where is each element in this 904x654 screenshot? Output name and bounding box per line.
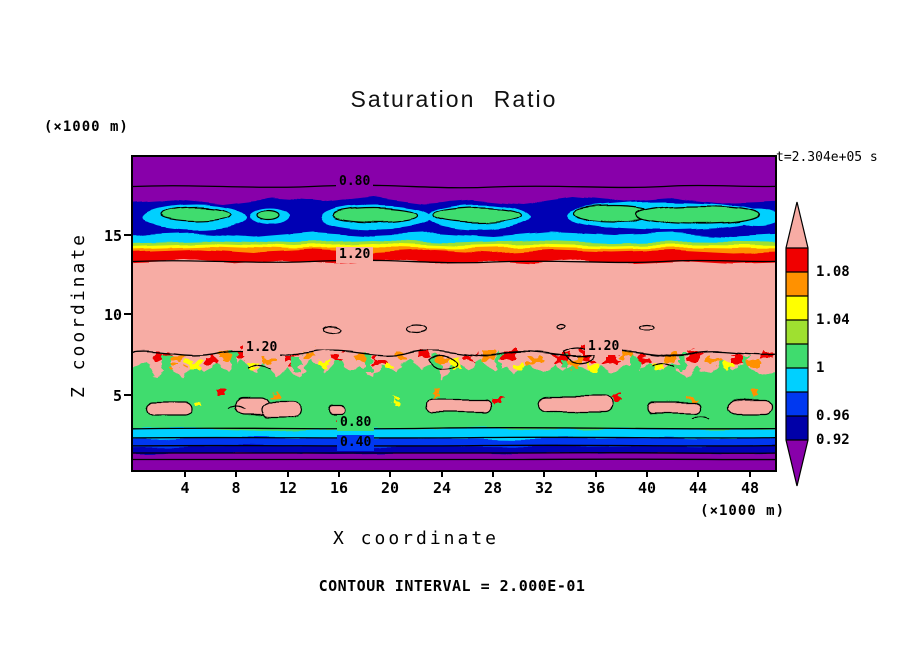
colorbar-outline — [785, 201, 809, 487]
x-tick-mark — [184, 470, 186, 477]
x-tick-label: 40 — [637, 479, 657, 497]
lower-stratified-bands — [113, 428, 795, 487]
y-axis-unit: (×1000 m) — [44, 119, 129, 135]
colorbar-tick-label: 1 — [816, 360, 825, 376]
x-axis-title: X coordinate — [332, 528, 500, 549]
x-tick-label: 36 — [586, 479, 606, 497]
colorbar-bottom-arrow — [786, 440, 808, 486]
x-tick-label: 28 — [483, 479, 503, 497]
y-tick-label: 10 — [103, 306, 122, 324]
plot-frame — [113, 155, 795, 487]
x-tick-label: 12 — [278, 479, 298, 497]
contour-1.20-upper — [122, 259, 786, 264]
colorbar-tick-label: 0.92 — [816, 432, 850, 448]
x-tick-mark — [646, 470, 648, 477]
colorbar — [785, 201, 809, 487]
contour-0.60-bottom — [122, 436, 786, 439]
timestamp-label: t=2.304e+05 s — [776, 150, 878, 165]
contour-label-120-mid: 1.20 — [336, 247, 374, 263]
contour-label-120-lower-left: 1.20 — [243, 340, 281, 356]
x-tick-mark — [338, 470, 340, 477]
colorbar-tick-label: 0.96 — [816, 408, 850, 424]
y-tick-mark — [124, 313, 133, 315]
x-tick-label: 32 — [534, 479, 554, 497]
speckle-overlay — [153, 347, 773, 420]
x-tick-mark — [441, 470, 443, 477]
y-tick-mark — [124, 394, 133, 396]
x-tick-mark — [492, 470, 494, 477]
x-tick-mark — [235, 470, 237, 477]
contour-0.80-top — [122, 184, 786, 189]
y-tick-label: 5 — [112, 387, 122, 405]
contour-label-080-bottom: 0.80 — [337, 415, 375, 431]
x-tick-mark — [287, 470, 289, 477]
x-tick-label: 16 — [329, 479, 349, 497]
cloud-patches — [143, 202, 780, 230]
colorbar-top-arrow — [786, 202, 808, 248]
contour-label-120-lower-right: 1.20 — [585, 339, 623, 355]
contour-interval-note: CONTOUR INTERVAL = 2.000E-01 — [318, 577, 586, 595]
supersaturated-blobs — [146, 395, 772, 418]
x-tick-label: 8 — [231, 479, 241, 497]
y-tick-mark — [124, 234, 133, 236]
x-tick-label: 44 — [688, 479, 708, 497]
y-tick-label: 15 — [103, 227, 122, 245]
contour-squiggles — [228, 322, 712, 420]
contour-lowest-bottom — [122, 458, 786, 461]
x-tick-label: 24 — [432, 479, 452, 497]
x-tick-label: 4 — [180, 479, 190, 497]
x-tick-mark — [749, 470, 751, 477]
contour-label-080-top: 0.80 — [336, 174, 374, 190]
contour-1.20-lower — [122, 349, 786, 358]
x-tick-mark — [697, 470, 699, 477]
contour-0.20-bottom — [122, 452, 786, 454]
contour-0.40-bottom — [122, 444, 786, 447]
x-tick-label: 48 — [740, 479, 760, 497]
colorbar-segments — [786, 202, 808, 486]
x-tick-label: 20 — [380, 479, 400, 497]
contour-field — [113, 157, 795, 487]
x-tick-mark — [543, 470, 545, 477]
contour-label-040-bottom: 0.40 — [337, 435, 375, 451]
contour-0.80-bottom — [122, 426, 786, 430]
plot-title: Saturation Ratio — [350, 86, 558, 112]
x-tick-mark — [595, 470, 597, 477]
contour-lines — [122, 184, 786, 461]
colorbar-tick-label: 1.04 — [816, 312, 850, 328]
colorbar-tick-label: 1.08 — [816, 264, 850, 280]
x-tick-mark — [389, 470, 391, 477]
x-axis-unit: (×1000 m) — [700, 503, 785, 519]
